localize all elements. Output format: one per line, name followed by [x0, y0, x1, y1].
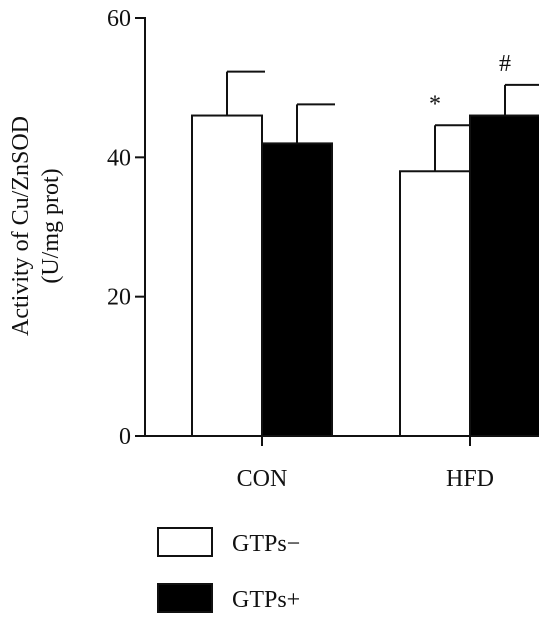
significance-marker: # — [499, 51, 511, 77]
x-tick-label: HFD — [446, 466, 494, 492]
y-axis-title-line2: (U/mg prot) — [38, 168, 64, 283]
y-axis-title: Activity of Cu/ZnSOD (U/mg prot) — [8, 116, 64, 336]
legend-label: GTPs+ — [232, 587, 300, 613]
y-tick-label: 0 — [119, 424, 131, 450]
significance-marker: * — [429, 91, 441, 117]
legend: GTPs− GTPs+ — [157, 527, 300, 613]
legend-swatch — [157, 583, 213, 613]
plot-area: 0 20 40 60 CON HFD * # — [107, 6, 539, 492]
y-tick-label: 60 — [107, 6, 131, 32]
legend-label: GTPs− — [232, 531, 300, 557]
y-tick-label: 40 — [107, 145, 131, 171]
bar — [469, 114, 539, 438]
bar — [191, 114, 263, 438]
bar — [261, 142, 333, 437]
bar — [399, 170, 471, 437]
y-tick-label: 20 — [107, 285, 131, 311]
x-tick-label: CON — [237, 466, 288, 492]
legend-swatch — [157, 527, 213, 557]
y-axis-title-line1: Activity of Cu/ZnSOD — [8, 116, 34, 336]
